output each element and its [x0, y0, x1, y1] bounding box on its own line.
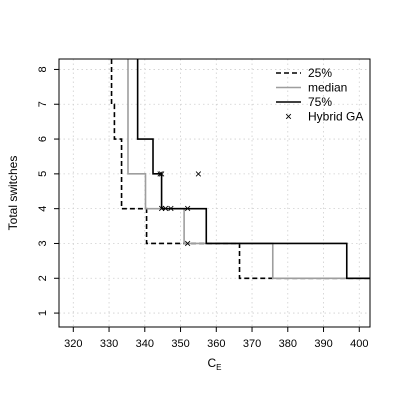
hybrid-ga-point-7: ×	[184, 236, 191, 250]
x-tick-label-370: 370	[243, 338, 261, 350]
y-tick-label-8: 8	[37, 66, 49, 72]
x-tick-label-350: 350	[171, 338, 189, 350]
legend-label-median: median	[308, 81, 347, 95]
x-tick-label-390: 390	[314, 338, 332, 350]
x-axis-label-main: C	[207, 356, 216, 370]
x-tick-label-380: 380	[279, 338, 297, 350]
hybrid-ga-point-4: ×	[162, 202, 169, 216]
y-axis-label: Total switches	[6, 156, 20, 231]
legend-key-hybrid-ga: ×	[285, 110, 292, 124]
y-tick-label-5: 5	[37, 171, 49, 177]
hybrid-ga-point-3: ×	[158, 202, 165, 216]
hybrid-ga-point-2: ×	[195, 167, 202, 181]
y-tick-label-4: 4	[37, 206, 49, 212]
y-axis: 1 2 3 4 5 6 7 8	[37, 66, 59, 316]
y-tick-label-3: 3	[37, 240, 49, 246]
hybrid-ga-point-0: ×	[157, 167, 164, 181]
hybrid-ga-points: ×× ×××× ××	[157, 167, 202, 251]
series-line-75pct	[136, 59, 370, 280]
series-layer	[110, 59, 370, 280]
legend-label-25pct: 25%	[308, 66, 332, 80]
plot-frame	[58, 58, 371, 328]
x-tick-label-330: 330	[100, 338, 118, 350]
x-axis-label: CE	[207, 356, 221, 372]
hybrid-ga-point-1: ×	[158, 167, 165, 181]
y-tick-label-2: 2	[37, 275, 49, 281]
x-tick-label-320: 320	[64, 338, 82, 350]
x-axis: 320 330 340 350 360 370 380 390 400	[64, 327, 368, 350]
hybrid-ga-point-5: ×	[167, 202, 174, 216]
y-tick-label-7: 7	[37, 101, 49, 107]
x-tick-label-360: 360	[207, 338, 225, 350]
legend-label-75pct: 75%	[308, 95, 332, 109]
x-axis-label-subscript: E	[216, 363, 221, 372]
x-tick-label-400: 400	[350, 338, 368, 350]
series-line-25pct	[110, 59, 370, 280]
legend-label-hybrid-ga: Hybrid GA	[308, 110, 363, 124]
x-tick-label-340: 340	[136, 338, 154, 350]
y-tick-label-1: 1	[37, 310, 49, 316]
hybrid-ga-point-6: ×	[184, 202, 191, 216]
y-tick-label-6: 6	[37, 136, 49, 142]
